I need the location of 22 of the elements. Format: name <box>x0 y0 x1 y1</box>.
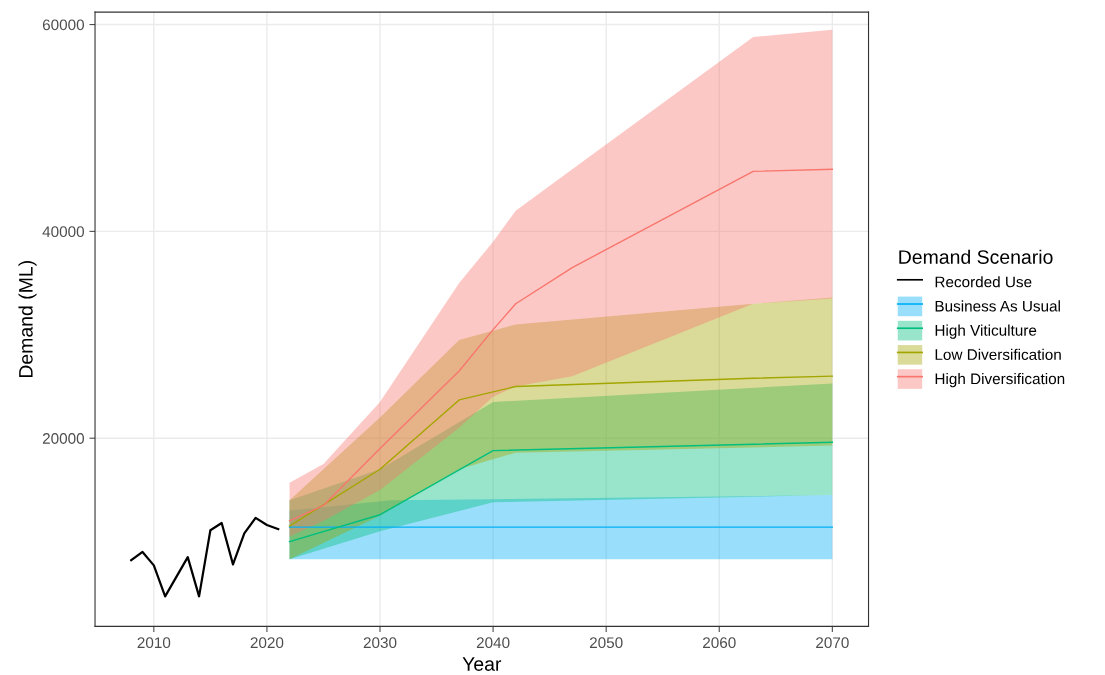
line-series <box>288 168 834 522</box>
legend-label: High Viticulture <box>935 324 1037 339</box>
legend-label: Business As Usual <box>935 300 1060 312</box>
line-series <box>288 375 834 527</box>
y-axis-title: Demand (ML) <box>18 261 37 378</box>
legend-label: Recorded Use <box>935 276 1032 288</box>
x-tick-label: 2050 <box>589 637 623 649</box>
x-axis-title: Year <box>462 657 502 671</box>
legend-title: Demand Scenario <box>899 249 1053 264</box>
line-series <box>288 441 834 543</box>
line-series <box>130 516 280 598</box>
x-tick-label: 2010 <box>137 637 171 649</box>
x-tick-label: 2070 <box>816 637 849 649</box>
x-tick-label: 2020 <box>250 637 284 649</box>
legend-label: High Diversification <box>935 372 1065 388</box>
x-tick-label: 2060 <box>703 637 736 649</box>
y-tick-label: 60000 <box>42 19 85 31</box>
y-tick-label: 20000 <box>42 433 85 444</box>
x-tick-label: 2030 <box>363 637 397 649</box>
legend-label: Low Diversification <box>935 348 1061 360</box>
y-tick-label: 40000 <box>42 226 85 238</box>
x-tick-label: 2040 <box>476 637 510 649</box>
